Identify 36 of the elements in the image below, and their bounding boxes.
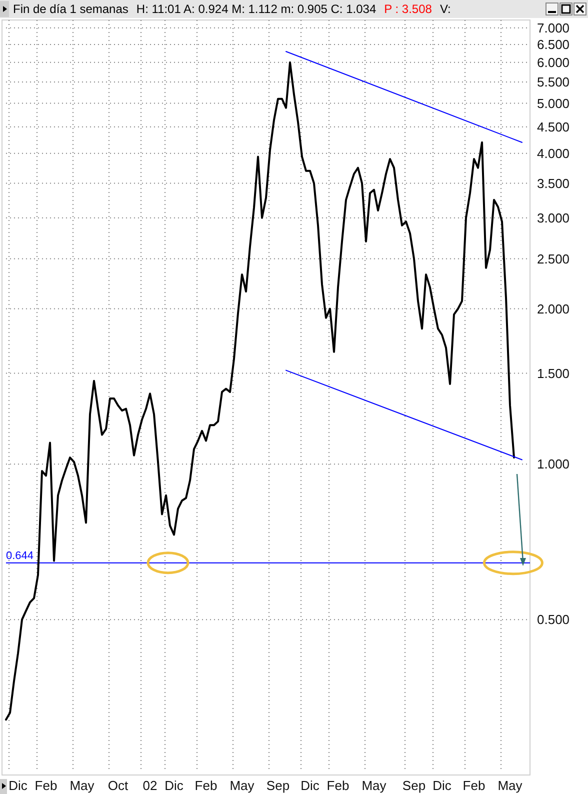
text: P : 3.508 xyxy=(384,2,432,16)
y-tick-label: 4.500 xyxy=(537,119,570,134)
x-tick-label: Feb xyxy=(326,778,350,793)
x-tick-label: Sep xyxy=(402,778,426,793)
y-tick-label: 5.500 xyxy=(537,74,570,90)
line-series xyxy=(5,61,515,721)
chart-title: Fin de día 1 semanas xyxy=(13,2,128,16)
y-tick-label: 4.000 xyxy=(537,146,570,161)
text: V: xyxy=(440,2,451,16)
y-tick-label: 2.500 xyxy=(537,251,570,266)
x-tick-label: Dic xyxy=(164,778,184,793)
x-tick-label: Feb xyxy=(462,778,486,793)
x-tick-label: Feb xyxy=(194,778,218,793)
x-tick-label: 02 xyxy=(142,778,158,793)
x-tick-label: May xyxy=(70,778,95,793)
y-tick-label: 3.000 xyxy=(537,210,570,226)
x-tick-label: Oct xyxy=(108,778,128,793)
text: H: 11:01 A: 0.924 M: 1.112 m: 0.905 C: 1.034 xyxy=(136,2,376,16)
x-tick-label: May xyxy=(230,778,255,793)
x-tick-label: Sep xyxy=(266,778,290,793)
y-tick-label: 1.000 xyxy=(537,456,570,472)
y-tick-label: 2.000 xyxy=(537,301,570,316)
y-tick-label: 5.000 xyxy=(537,96,570,111)
y-tick-label: 0.500 xyxy=(537,612,570,628)
ref-line-label: 0.644 xyxy=(6,550,34,562)
x-tick-label: Dic xyxy=(432,778,452,793)
x-tick-label: May xyxy=(498,778,523,793)
x-tick-label: Dic xyxy=(8,778,28,793)
y-tick-label: 6.000 xyxy=(537,54,570,70)
x-tick-label: Feb xyxy=(34,778,58,793)
x-tick-label: May xyxy=(362,778,387,793)
y-tick-label: 7.000 xyxy=(537,20,570,36)
y-tick-label: 6.500 xyxy=(537,37,570,52)
y-tick-label: 1.500 xyxy=(537,366,570,381)
x-tick-label: Dic xyxy=(300,778,320,793)
y-tick-label: 3.500 xyxy=(537,176,570,191)
